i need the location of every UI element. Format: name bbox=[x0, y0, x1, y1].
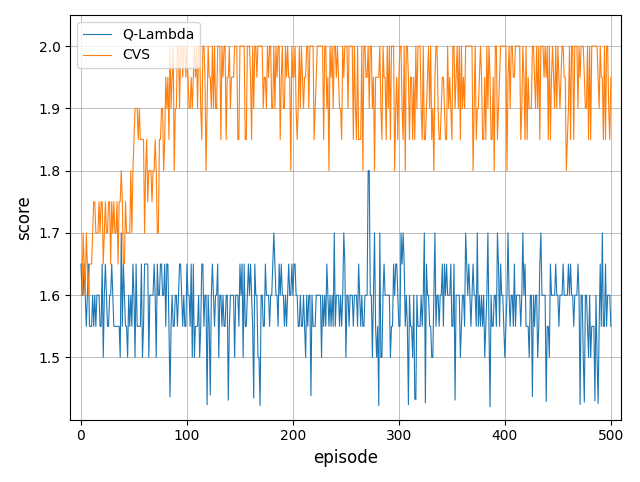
CVS bbox=[166, 43, 174, 49]
Line: CVS: CVS bbox=[81, 46, 611, 295]
Q-Lambda bbox=[426, 323, 433, 329]
Q-Lambda bbox=[486, 404, 494, 410]
Q-Lambda bbox=[419, 292, 427, 298]
Y-axis label: score: score bbox=[15, 195, 33, 240]
CVS bbox=[517, 136, 525, 142]
Line: Q-Lambda: Q-Lambda bbox=[81, 171, 611, 407]
Q-Lambda bbox=[518, 292, 525, 298]
Q-Lambda bbox=[77, 261, 85, 267]
Q-Lambda bbox=[209, 261, 216, 267]
CVS bbox=[607, 74, 614, 80]
CVS bbox=[419, 43, 427, 49]
CVS bbox=[210, 106, 218, 111]
CVS bbox=[232, 43, 239, 49]
CVS bbox=[426, 106, 433, 111]
Legend: Q-Lambda, CVS: Q-Lambda, CVS bbox=[77, 22, 200, 68]
CVS bbox=[77, 292, 85, 298]
Q-Lambda bbox=[270, 230, 278, 236]
CVS bbox=[271, 106, 279, 111]
Q-Lambda bbox=[607, 323, 614, 329]
X-axis label: episode: episode bbox=[314, 449, 378, 467]
Q-Lambda bbox=[364, 168, 372, 174]
Q-Lambda bbox=[231, 355, 239, 361]
